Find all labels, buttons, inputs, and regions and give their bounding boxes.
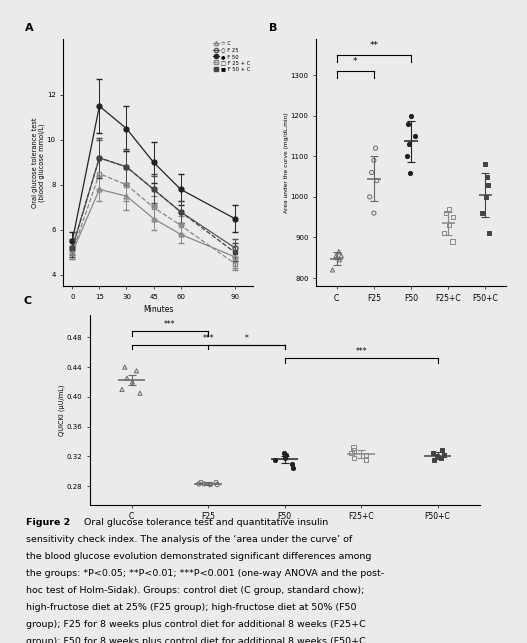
Text: ***: *** <box>355 347 367 356</box>
Point <box>132 366 141 376</box>
Point <box>362 455 370 466</box>
Point <box>406 167 414 177</box>
Point <box>429 448 437 458</box>
Point <box>485 228 494 239</box>
Point <box>411 131 419 141</box>
Point <box>287 458 296 469</box>
Point <box>481 159 490 170</box>
Point <box>123 373 131 383</box>
Point <box>440 228 448 239</box>
Point <box>448 212 457 222</box>
Point <box>405 139 413 149</box>
Point <box>373 176 381 186</box>
Point <box>206 480 214 490</box>
Point <box>404 119 413 129</box>
Point <box>366 192 374 202</box>
Point <box>438 446 446 456</box>
Y-axis label: QUICKI (µU/mL): QUICKI (µU/mL) <box>58 384 65 436</box>
Text: the blood glucose evolution demonstrated significant differences among: the blood glucose evolution demonstrated… <box>26 552 372 561</box>
Point <box>281 453 289 463</box>
Text: group); F50 for 8 weeks plus control diet for additional 8 weeks (F50+C: group); F50 for 8 weeks plus control die… <box>26 637 366 643</box>
Point <box>372 143 380 153</box>
Text: hoc test of Holm-Sidak). Groups: control diet (C group, standard chow);: hoc test of Holm-Sidak). Groups: control… <box>26 586 365 595</box>
Text: sensitivity check index. The analysis of the ‘area under the curve’ of: sensitivity check index. The analysis of… <box>26 535 353 544</box>
Point <box>200 479 208 489</box>
Point <box>444 204 453 214</box>
Text: ***: *** <box>164 320 175 329</box>
Point <box>437 453 445 463</box>
Point <box>477 208 486 218</box>
Point <box>403 151 411 161</box>
Point <box>445 220 453 230</box>
Legend: ☆ C, ○ F 25, ● F 50, □ F 25 + C, ■ F 50 + C: ☆ C, ○ F 25, ● F 50, □ F 25 + C, ■ F 50 … <box>213 41 250 71</box>
Point <box>484 179 492 190</box>
Point <box>194 479 203 489</box>
Point <box>136 388 144 398</box>
Point <box>281 449 290 460</box>
Point <box>212 477 220 487</box>
Point <box>349 442 358 453</box>
Text: *: * <box>245 334 248 343</box>
Text: A: A <box>25 23 34 33</box>
Text: C: C <box>23 296 32 305</box>
Y-axis label: Area under the curve (mg/dL.min): Area under the curve (mg/dL.min) <box>284 112 289 213</box>
Point <box>350 453 358 463</box>
Text: group); F25 for 8 weeks plus control diet for additional 8 weeks (F25+C: group); F25 for 8 weeks plus control die… <box>26 620 366 629</box>
Point <box>333 253 341 263</box>
Point <box>335 246 343 257</box>
Point <box>367 167 376 177</box>
Point <box>328 265 337 275</box>
Point <box>347 448 356 458</box>
Text: Figure 2: Figure 2 <box>26 518 71 527</box>
Y-axis label: Oral glucose tolerance test
(blood glucose mmol/L): Oral glucose tolerance test (blood gluco… <box>32 117 45 208</box>
Point <box>128 377 136 387</box>
Point <box>406 111 415 121</box>
Point <box>118 385 126 395</box>
Point <box>369 155 378 165</box>
Point <box>332 251 340 261</box>
Point <box>270 455 279 466</box>
Point <box>121 362 129 372</box>
Text: the groups: *P<0.05; **P<0.01; ***P<0.001 (one-way ANOVA and the post-: the groups: *P<0.05; **P<0.01; ***P<0.00… <box>26 569 385 578</box>
Point <box>335 255 344 265</box>
Point <box>337 251 346 261</box>
Point <box>197 477 205 487</box>
Point <box>349 446 358 456</box>
Text: B: B <box>269 23 277 33</box>
Point <box>440 449 448 460</box>
Text: Oral glucose tolerance test and quantitative insulin: Oral glucose tolerance test and quantita… <box>81 518 328 527</box>
Text: *: * <box>353 57 357 66</box>
Point <box>280 448 288 458</box>
Text: high-fructose diet at 25% (F25 group); high-fructose diet at 50% (F50: high-fructose diet at 25% (F25 group); h… <box>26 602 357 611</box>
Point <box>430 455 438 466</box>
Point <box>433 451 441 462</box>
Point <box>482 192 490 202</box>
Point <box>442 208 450 218</box>
Point <box>483 172 491 182</box>
Text: ***: *** <box>202 334 214 343</box>
Point <box>369 208 378 218</box>
Point <box>289 462 298 473</box>
Text: **: ** <box>369 41 378 50</box>
X-axis label: Minutes: Minutes <box>143 305 173 314</box>
Point <box>213 480 221 490</box>
Point <box>448 237 457 247</box>
Point <box>362 449 370 460</box>
